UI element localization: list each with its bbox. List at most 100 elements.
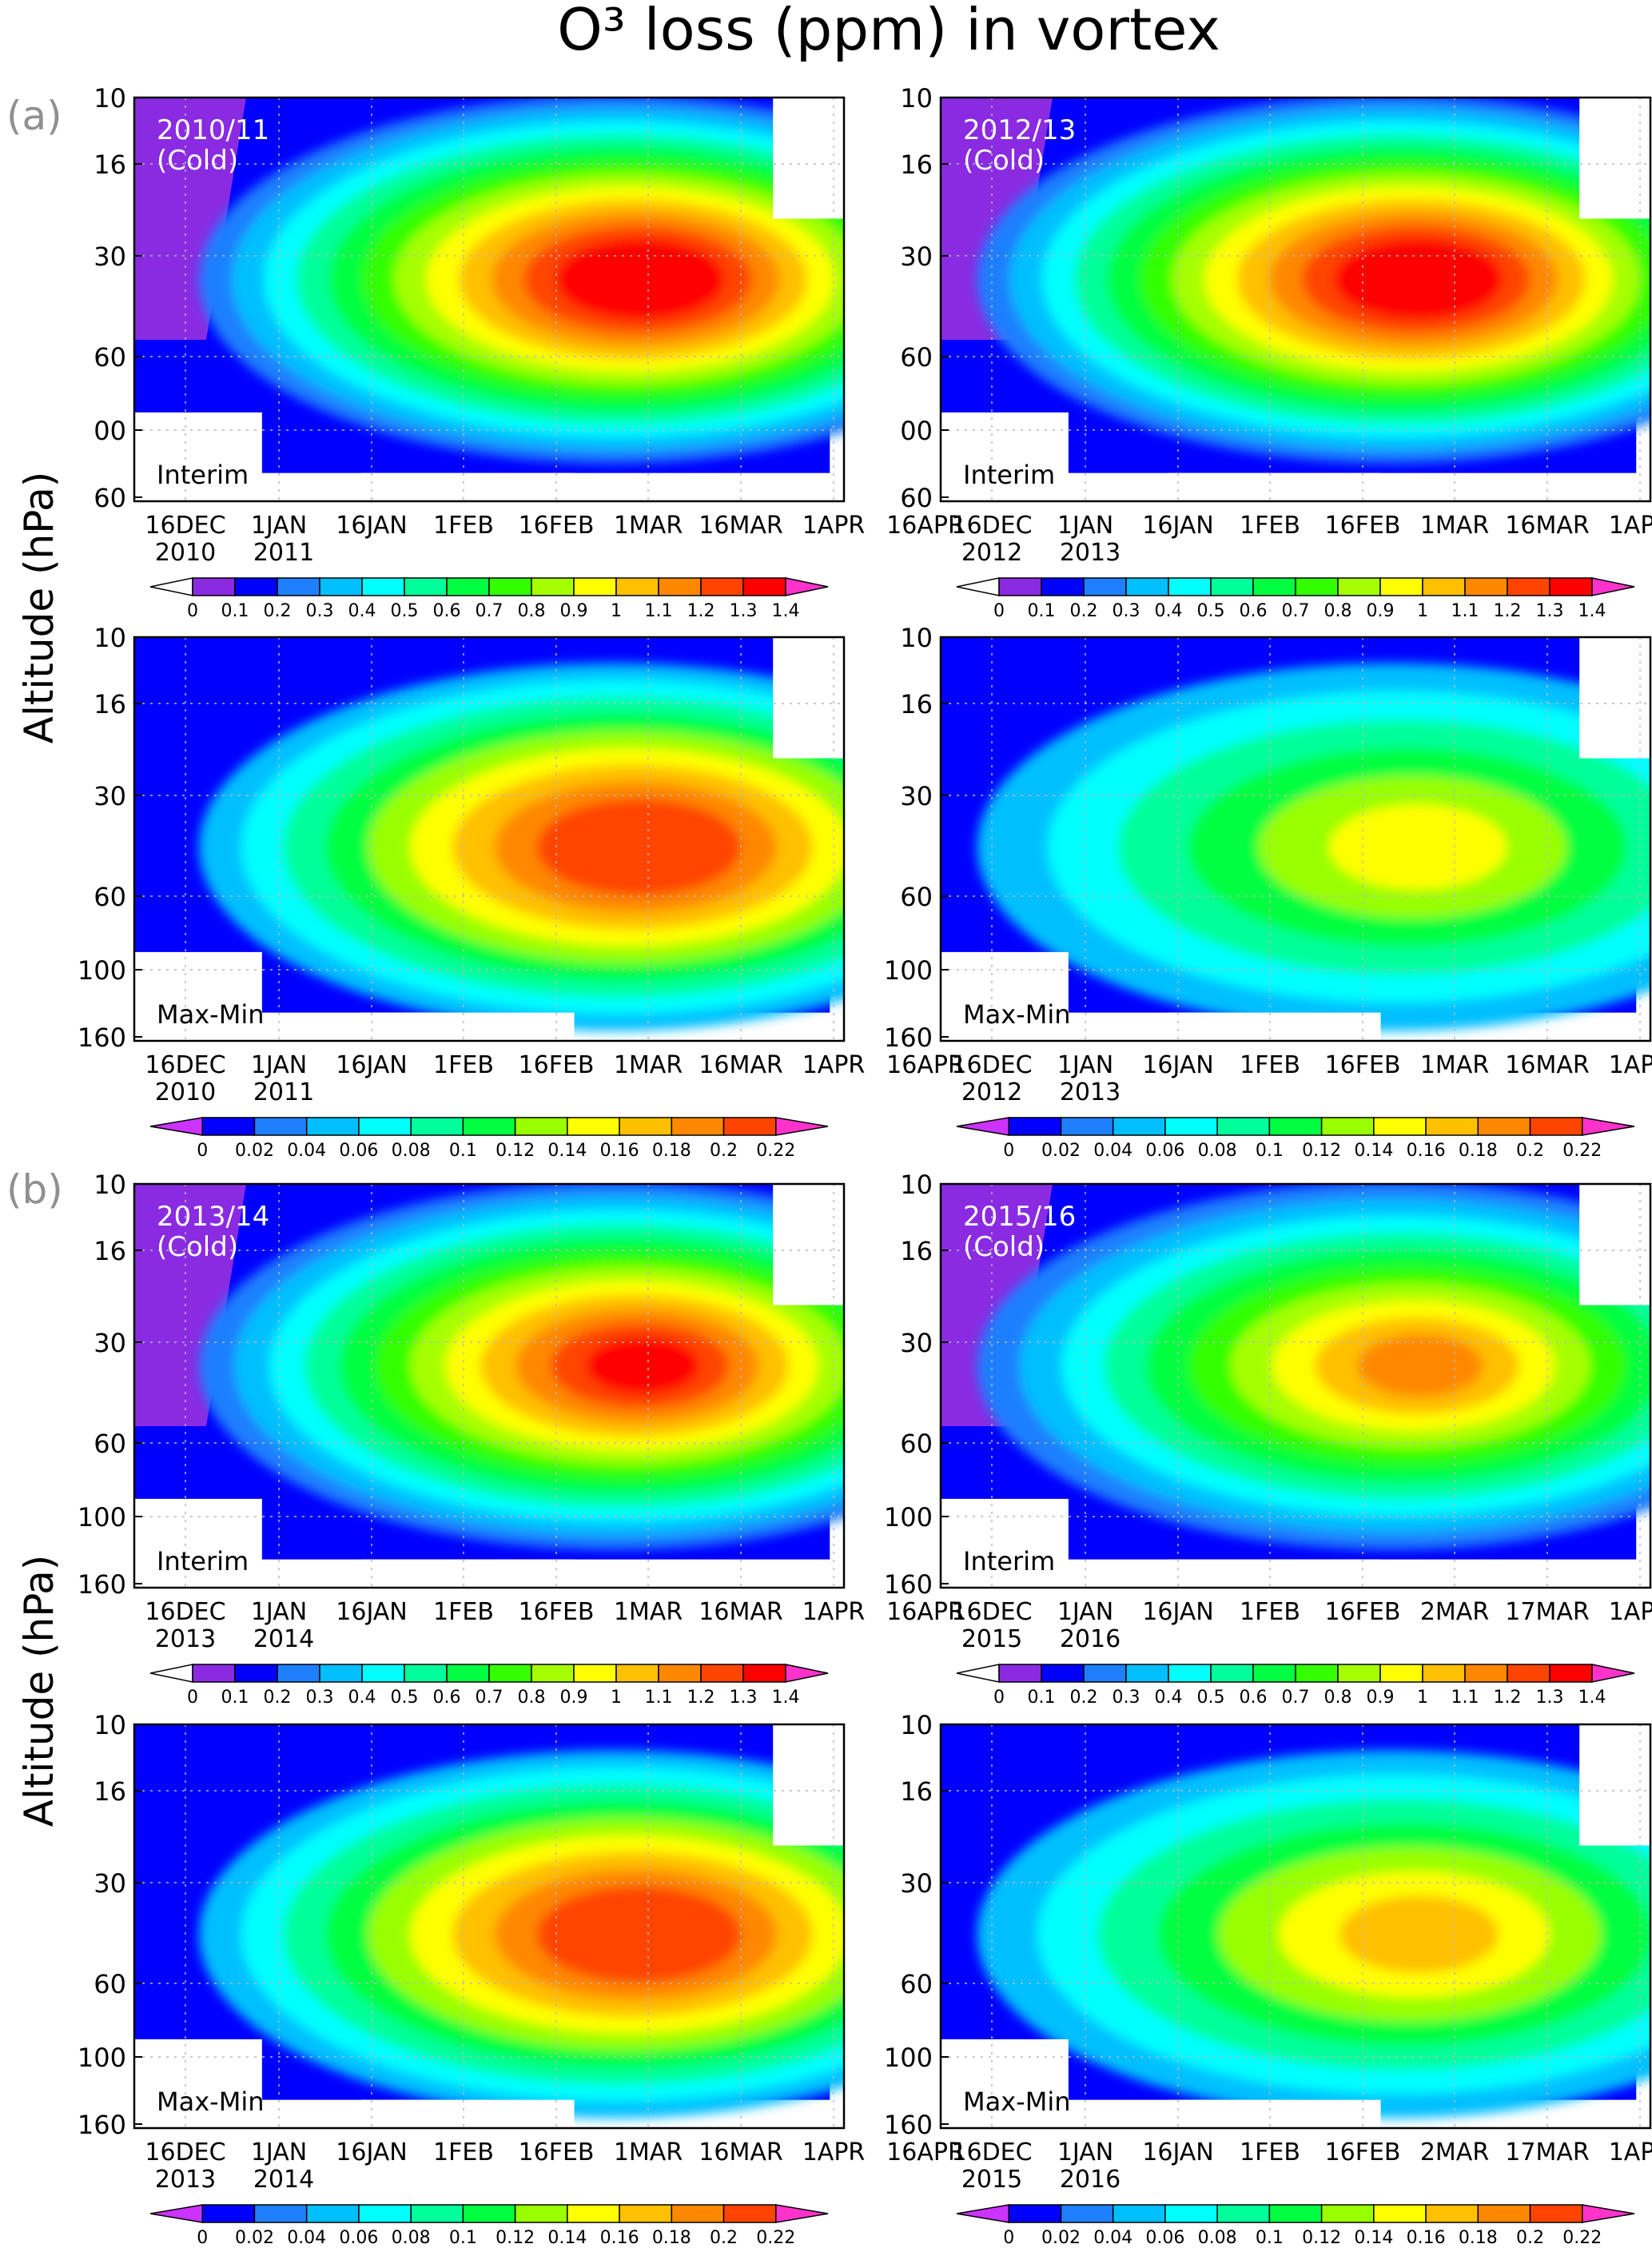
colorbar-label: 0.6 <box>433 601 461 621</box>
contour-band <box>1367 251 1475 307</box>
x-tick-label: 16FEB <box>1325 1051 1401 1079</box>
x-tick-label: 16JAN <box>1142 1051 1213 1079</box>
colorbar-cell <box>1373 2204 1427 2223</box>
missing-region <box>361 1559 575 1588</box>
colorbar: 0 0.02 0.04 0.06 0.08 0.1 0.12 0.14 0.16 0.18 0.2 0… <box>149 1117 829 1161</box>
colorbar-cell <box>700 1664 744 1683</box>
colorbar-label: 0 <box>1003 1141 1014 1161</box>
y-axis-label-bottom: Altitude (hPa) <box>16 1555 62 1828</box>
colorbar-label: 0.8 <box>518 601 546 621</box>
missing-data <box>941 98 1650 501</box>
colorbar-cell <box>1320 2204 1375 2223</box>
y-tick-label: 16 <box>94 149 126 180</box>
x-tick-label: 16FEB <box>519 2138 595 2166</box>
x-tick-label: 1MAR <box>614 1051 683 1079</box>
colorbar-label: 0.1 <box>1028 1688 1056 1708</box>
colorbar-cell <box>573 1664 617 1683</box>
band-early <box>134 1184 246 1426</box>
x-tick-label: 16MAR <box>1505 1051 1589 1079</box>
colorbar-cell <box>446 1664 490 1683</box>
colorbar-label: 0.6 <box>1240 1688 1268 1708</box>
y-tick-label: 30 <box>900 781 933 811</box>
x-year-label: 2012 <box>961 539 1022 567</box>
colorbar-label: 0.1 <box>1256 1141 1284 1161</box>
y-axis-label-top: Altitude (hPa) <box>16 472 62 744</box>
missing-data <box>134 637 844 1041</box>
colorbar-label: 1.2 <box>1494 601 1522 621</box>
colorbar-label: 0.2 <box>1516 1141 1544 1161</box>
panel-tag: Interim <box>963 1546 1055 1576</box>
y-tick-label: 100 <box>884 2043 933 2073</box>
x-tick-label: 1APR <box>802 1051 866 1079</box>
colorbar-cell <box>404 577 448 596</box>
y-tick-label: 30 <box>94 241 126 272</box>
x-tick-label: 1JAN <box>251 1598 307 1626</box>
colorbar-label: 0.14 <box>1354 2228 1393 2248</box>
contour-bands <box>199 98 844 464</box>
x-year-label: 2015 <box>961 2166 1022 2194</box>
colorbar-cell <box>234 577 278 596</box>
x-tick-label: 16DEC <box>145 1598 225 1626</box>
y-tick-label: 160 <box>884 1569 933 1600</box>
y-tick-label: 16 <box>900 1776 933 1807</box>
colorbar-label: 0 <box>993 1688 1005 1708</box>
season-label: 2015/16 <box>963 1201 1076 1233</box>
colorbar-cell <box>361 1664 405 1683</box>
colorbar-cell <box>615 1664 659 1683</box>
colorbar-cell <box>1252 577 1296 596</box>
colorbar-label: 0.1 <box>449 1141 477 1161</box>
colorbar-arrow <box>149 1117 203 1136</box>
colorbar-cell <box>1216 2204 1271 2223</box>
colorbar-label: 1.3 <box>1536 1688 1564 1708</box>
plot-frame <box>939 1182 1652 1589</box>
missing-region <box>1579 1724 1650 1846</box>
y-tick-label: 160 <box>78 2110 126 2140</box>
x-tick-label: 16JAN <box>336 1051 407 1079</box>
colorbar-cell <box>1337 577 1381 596</box>
colorbar-label: 0.4 <box>1155 1688 1183 1708</box>
colorbar-label: 0.2 <box>1516 2228 1544 2248</box>
colorbar-cell <box>1125 577 1169 596</box>
x-tick-label: 1JAN <box>1057 2138 1113 2166</box>
colorbar-cell <box>723 2204 777 2223</box>
y-tick-label: 160 <box>884 2110 933 2140</box>
grid <box>941 637 1650 1041</box>
missing-data <box>941 1724 1650 2128</box>
colorbar-cell <box>446 577 490 596</box>
colorbar-cell <box>1210 577 1254 596</box>
colorbar-cell <box>1252 1664 1296 1683</box>
colorbar-cell <box>742 577 786 596</box>
colorbar-label: 0.06 <box>339 2228 378 2248</box>
colorbar-label: 0.4 <box>348 601 376 621</box>
x-tick-label: 16DEC <box>145 512 225 540</box>
colorbar-label: 0.1 <box>1028 601 1056 621</box>
colorbar-cell <box>1295 1664 1339 1683</box>
colorbar-label: 1.1 <box>1451 1688 1479 1708</box>
x-tick-label: 1APR <box>802 2138 866 2166</box>
y-tick-label: 10 <box>94 1710 126 1740</box>
x-tick-label: 16MAR <box>699 1051 782 1079</box>
colorbar-label: 0.22 <box>1562 1141 1602 1161</box>
colorbar-label: 1.2 <box>1494 1688 1522 1708</box>
missing-region <box>1579 637 1650 759</box>
x-tick-label: 16FEB <box>519 1598 595 1626</box>
y-tick-label: 100 <box>884 955 933 986</box>
missing-region <box>1579 98 1650 219</box>
colorbar-arrow <box>956 1117 1009 1136</box>
colorbar-cell <box>742 1664 786 1683</box>
y-tick-label: 100 <box>78 2043 126 2073</box>
colorbar-cell <box>361 577 405 596</box>
colorbar-cell <box>1477 2204 1531 2223</box>
colorbar-label: 0.14 <box>1354 1141 1393 1161</box>
colorbar-cell <box>1373 1117 1427 1136</box>
colorbar-label: 1.4 <box>772 1688 800 1708</box>
colorbar-cell <box>201 1117 256 1136</box>
missing-region <box>134 412 262 501</box>
colorbar-cell <box>619 2204 673 2223</box>
x-tick-label: 1MAR <box>614 2138 683 2166</box>
band-early <box>134 98 246 340</box>
colorbar-cell <box>1112 1117 1166 1136</box>
colorbar-arrow <box>1591 1664 1635 1683</box>
